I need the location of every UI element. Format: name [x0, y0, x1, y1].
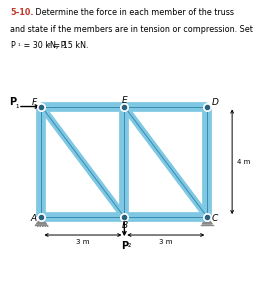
- Polygon shape: [202, 217, 212, 224]
- Text: 3 m: 3 m: [76, 239, 90, 245]
- Text: = 30 kN, P: = 30 kN, P: [21, 41, 66, 50]
- Text: 5–10.: 5–10.: [10, 8, 34, 17]
- Text: F: F: [32, 98, 37, 107]
- Text: = 15 kN.: = 15 kN.: [51, 41, 88, 50]
- Polygon shape: [36, 217, 47, 224]
- Text: 3 m: 3 m: [159, 239, 172, 245]
- Text: ₁: ₁: [15, 101, 19, 110]
- Text: B: B: [121, 221, 127, 230]
- Text: ₂: ₂: [128, 240, 131, 249]
- Text: E: E: [122, 96, 127, 105]
- Text: and state if the members are in tension or compression. Set: and state if the members are in tension …: [10, 25, 253, 34]
- Text: P: P: [10, 41, 15, 50]
- Text: Determine the force in each member of the truss: Determine the force in each member of th…: [33, 8, 234, 17]
- Text: D: D: [212, 98, 218, 107]
- Text: ₁: ₁: [17, 41, 20, 47]
- Text: 4 m: 4 m: [237, 159, 251, 165]
- Text: P: P: [121, 241, 128, 251]
- Text: ₂: ₂: [48, 41, 50, 47]
- Text: P: P: [9, 97, 16, 106]
- Text: A: A: [31, 214, 37, 223]
- Text: C: C: [212, 214, 218, 223]
